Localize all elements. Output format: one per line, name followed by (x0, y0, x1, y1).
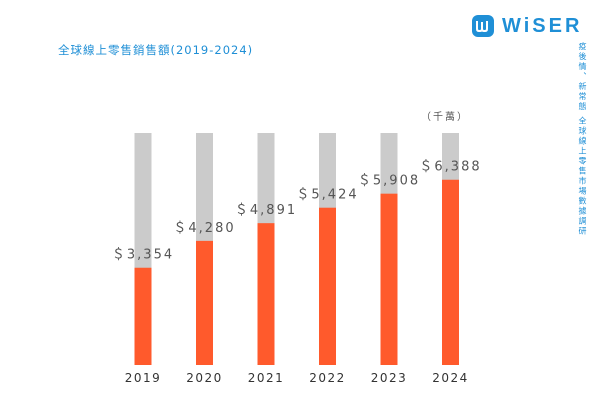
tick-label-2021: 2021 (248, 371, 285, 385)
tick-label-2024: 2024 (432, 371, 469, 385)
value-label-2019: ＄3,354 (112, 248, 174, 263)
unit-label: （千萬） (421, 110, 469, 123)
chart-title: 全球線上零售銷售額(2019-2024) (58, 43, 254, 57)
brand-logo-icon (472, 15, 494, 37)
bar-2019 (134, 267, 152, 365)
tick-label-2023: 2023 (371, 371, 408, 385)
bar-2024 (442, 179, 459, 365)
value-label-2020: ＄4,280 (173, 221, 235, 236)
bar-2023 (380, 193, 398, 365)
value-label-2024: ＄6,388 (419, 160, 481, 175)
tick-label-2019: 2019 (125, 371, 162, 385)
brand-logo: WiSER (472, 14, 582, 38)
value-label-2021: ＄4,891 (235, 203, 297, 218)
bar-2021 (257, 223, 275, 365)
tick-label-2020: 2020 (186, 371, 223, 385)
value-label-2022: ＄5,424 (296, 188, 358, 203)
bar-2020 (196, 240, 213, 365)
brand-name: WiSER (502, 14, 583, 37)
bar-2022 (319, 207, 336, 365)
tick-label-2022: 2022 (309, 371, 346, 385)
side-note: 疫後情、新常態 全球線上零售市場數據調研 (578, 42, 587, 237)
value-label-2023: ＄5,908 (358, 174, 420, 189)
